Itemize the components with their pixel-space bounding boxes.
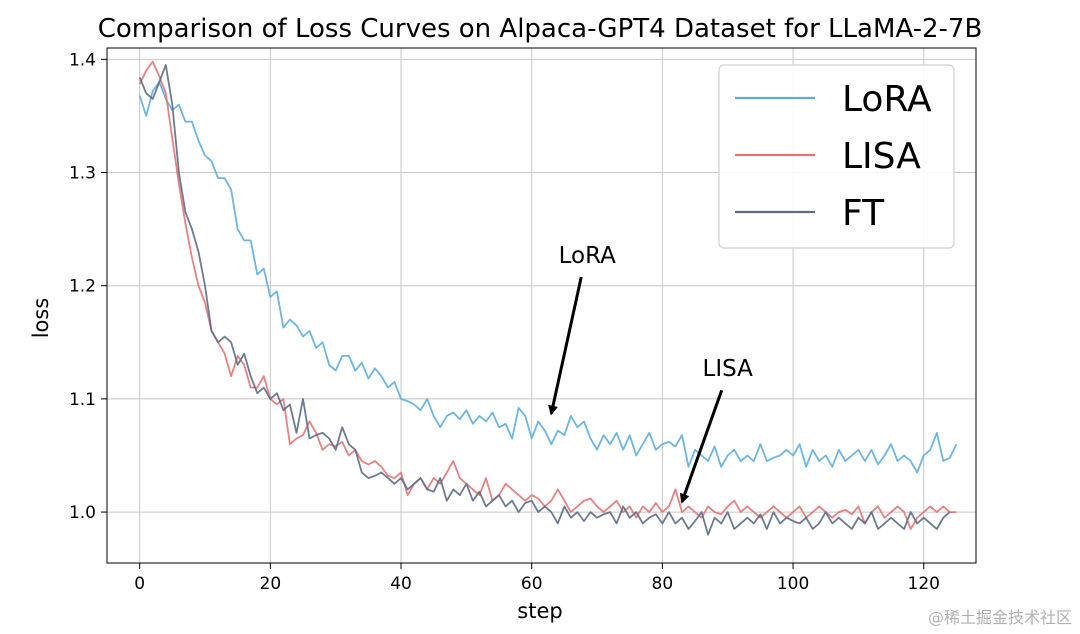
legend: LoRA LISA FT bbox=[718, 64, 955, 249]
legend-box bbox=[718, 64, 955, 249]
y-tick-label: 1.3 bbox=[69, 164, 96, 184]
x-tick-label: 0 bbox=[134, 574, 145, 594]
watermark: @稀土掘金技术社区 bbox=[927, 608, 1072, 627]
plot-frame bbox=[106, 47, 977, 564]
x-axis: 0 20 40 60 80 100 120 bbox=[134, 563, 940, 594]
y-tick-label: 1.4 bbox=[69, 50, 96, 70]
x-tick-label: 80 bbox=[652, 574, 674, 594]
y-tick-label: 1.1 bbox=[69, 390, 96, 410]
x-tick-label: 40 bbox=[390, 574, 412, 594]
legend-label-ft: FT bbox=[842, 193, 885, 234]
series-line-ft bbox=[138, 64, 951, 536]
legend-label-lisa: LISA bbox=[842, 136, 921, 177]
annotation-lisa: LISA bbox=[703, 356, 754, 382]
series-line-lora bbox=[138, 81, 958, 474]
annotation-arrow bbox=[548, 276, 583, 416]
y-axis: 1.0 1.1 1.2 1.3 1.4 bbox=[69, 50, 107, 523]
annotations: LoRA LISA bbox=[548, 243, 754, 504]
x-tick-label: 100 bbox=[777, 574, 809, 594]
legend-label-lora: LoRA bbox=[842, 79, 932, 120]
x-axis-label: step bbox=[517, 599, 562, 623]
x-tick-label: 60 bbox=[521, 574, 543, 594]
x-tick-label: 20 bbox=[260, 574, 282, 594]
series-line-lisa bbox=[138, 60, 957, 530]
x-tick-label: 120 bbox=[908, 574, 940, 594]
y-tick-label: 1.2 bbox=[69, 277, 96, 297]
annotation-arrow bbox=[679, 389, 724, 504]
chart-title: Comparison of Loss Curves on Alpaca-GPT4… bbox=[98, 14, 983, 44]
y-tick-label: 1.0 bbox=[69, 503, 96, 523]
series-layer bbox=[138, 60, 958, 536]
annotation-lora: LoRA bbox=[559, 243, 617, 269]
y-axis-label: loss bbox=[29, 298, 53, 339]
